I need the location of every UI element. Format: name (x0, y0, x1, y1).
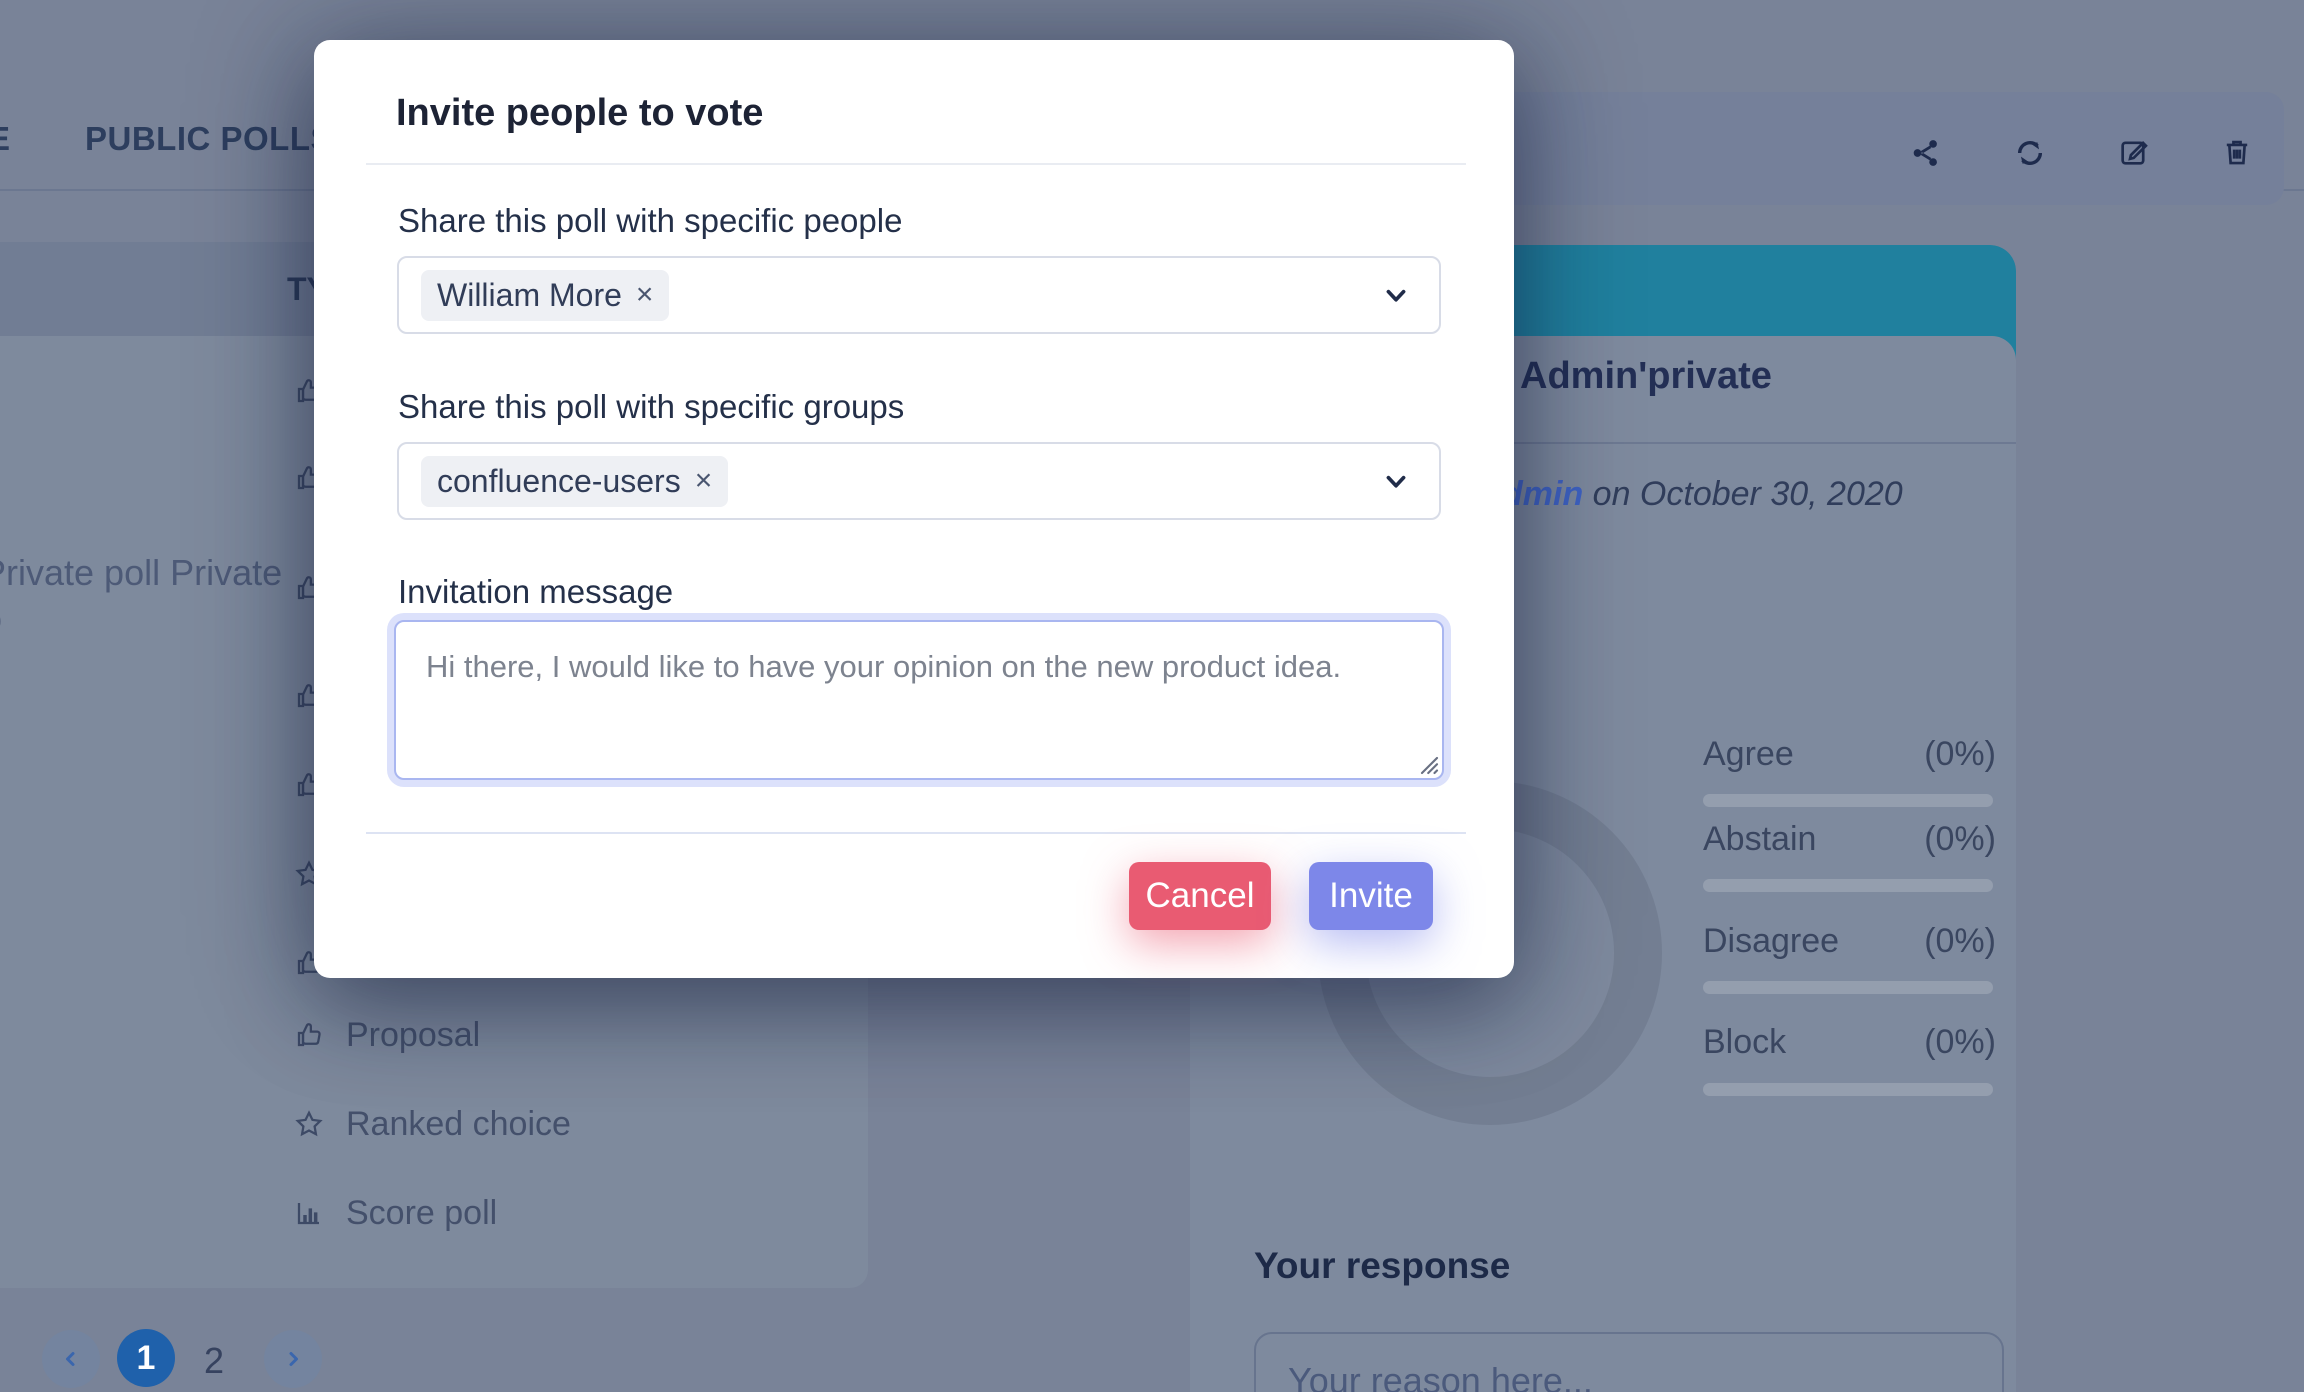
poll-title-divider (1190, 442, 2016, 444)
invitation-message-input[interactable]: Hi there, I would like to have your opin… (394, 620, 1444, 780)
option-abstain-percent: (0%) (1924, 820, 1996, 858)
remove-tag-icon[interactable]: × (635, 278, 654, 311)
option-abstain-bar[interactable] (1703, 879, 1993, 892)
modal-header-divider (366, 163, 1466, 165)
author-link[interactable]: dmin (1502, 475, 1584, 513)
table-row[interactable]: Proposal (346, 1016, 481, 1054)
your-response-heading: Your response (1254, 1245, 1511, 1286)
refresh-icon[interactable] (2013, 136, 2047, 170)
option-agree[interactable]: Agree (1703, 735, 1794, 773)
option-block-bar[interactable] (1703, 1083, 1993, 1096)
option-disagree[interactable]: Disagree (1703, 922, 1840, 960)
edit-icon[interactable] (2117, 135, 2151, 169)
thumbs-up-icon (293, 1019, 325, 1051)
option-block[interactable]: Block (1703, 1023, 1787, 1061)
pagination-page-2[interactable]: 2 (204, 1340, 225, 1381)
modal-title: Invite people to vote (396, 92, 764, 134)
invite-modal: Invite people to vote Share this poll wi… (314, 40, 1514, 978)
poll-title: Admin'private (1520, 355, 1772, 397)
modal-footer-divider (366, 832, 1466, 834)
cancel-button[interactable]: Cancel (1129, 862, 1271, 930)
invitation-message-label: Invitation message (398, 573, 674, 610)
groups-select[interactable]: confluence-users × (397, 442, 1441, 520)
invite-button[interactable]: Invite (1309, 862, 1433, 930)
pagination-prev-button[interactable] (42, 1330, 100, 1388)
resize-grip-icon[interactable] (1412, 748, 1442, 778)
trash-icon[interactable] (2220, 135, 2254, 169)
pagination-next-button[interactable] (264, 1330, 322, 1388)
people-tag: William More × (421, 269, 670, 321)
poll-byline: dmin on October 30, 2020 (1502, 475, 1903, 513)
bar-chart-icon (293, 1197, 325, 1229)
tab-partial-left[interactable]: E (0, 120, 11, 158)
option-agree-percent: (0%) (1924, 735, 1996, 773)
option-abstain[interactable]: Abstain (1703, 820, 1817, 858)
option-disagree-bar[interactable] (1703, 981, 1993, 994)
table-row[interactable]: Ranked choice (346, 1105, 571, 1143)
pagination-page-1[interactable]: 1 (117, 1329, 175, 1387)
remove-tag-icon[interactable]: × (694, 464, 713, 497)
people-select[interactable]: William More × (397, 256, 1441, 334)
poll-row-title-clipped[interactable]: Private poll Privateo (0, 552, 283, 639)
option-block-percent: (0%) (1924, 1023, 1996, 1061)
star-icon (293, 1108, 325, 1140)
option-agree-bar[interactable] (1703, 794, 1993, 807)
chevron-down-icon[interactable] (1383, 469, 1409, 493)
table-row[interactable]: Score poll (346, 1194, 498, 1232)
chevron-right-icon (281, 1347, 305, 1371)
people-select-label: Share this poll with specific people (398, 202, 903, 239)
tab-public-polls[interactable]: PUBLIC POLLS (85, 120, 334, 157)
groups-tag: confluence-users × (421, 455, 729, 507)
groups-select-label: Share this poll with specific groups (398, 388, 905, 425)
share-icon[interactable] (1909, 136, 1943, 170)
chevron-down-icon[interactable] (1383, 283, 1409, 307)
response-reason-input[interactable] (1254, 1332, 2004, 1392)
option-disagree-percent: (0%) (1924, 922, 1996, 960)
chevron-left-icon (59, 1347, 83, 1371)
